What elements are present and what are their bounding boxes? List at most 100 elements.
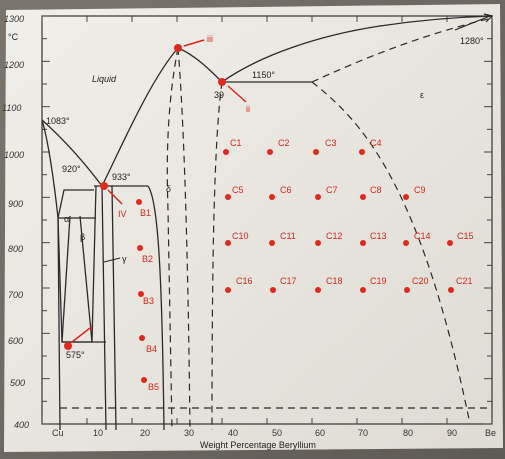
x-tick-cu: Cu <box>52 428 64 438</box>
phase-boundaries <box>41 15 493 431</box>
marked-point-ii <box>218 78 226 86</box>
region-beta: β <box>80 232 85 242</box>
sample-label-c5: C5 <box>232 185 244 195</box>
sample-label-c11: C11 <box>280 231 296 241</box>
gamma-right <box>111 185 117 431</box>
sample-label-c6: C6 <box>280 185 292 195</box>
sample-label-c10: C10 <box>232 231 249 241</box>
y-tick-1100: 1100 <box>2 103 21 113</box>
marked-point-iv <box>100 182 108 190</box>
temp-920: 920° <box>62 164 81 174</box>
region-delta: δ <box>166 184 171 194</box>
sample-label-c13: C13 <box>370 231 387 241</box>
temp-575: 575° <box>66 350 85 360</box>
y-tick-800: 800 <box>8 244 23 254</box>
composition-39: 39 <box>214 90 224 100</box>
sample-label-c21: C21 <box>456 276 473 286</box>
region-gamma: γ <box>122 254 127 264</box>
sample-point-c6 <box>269 194 275 200</box>
x-tick-be: Be <box>485 428 496 438</box>
sample-label-c14: C14 <box>414 231 431 241</box>
x-tick-90: 90 <box>447 428 457 438</box>
sample-point-c12 <box>315 240 321 246</box>
sample-points: B1 B2 B3 B4 B5 C1 C2 C3 C4 C5 C6 C7 C8 C… <box>136 138 474 392</box>
sample-point-b5 <box>141 377 147 383</box>
y-tick-900: 900 <box>8 199 23 209</box>
sample-label-b4: B4 <box>146 344 157 354</box>
sample-label-c12: C12 <box>326 231 343 241</box>
marked-label-i: i <box>90 322 92 332</box>
sample-point-c19 <box>360 287 366 293</box>
x-tick-20: 20 <box>140 428 150 438</box>
alpha-beta-top <box>57 189 94 219</box>
sample-point-c15 <box>447 240 453 246</box>
dashed-boundaries <box>60 17 493 431</box>
x-tick-40: 40 <box>228 428 238 438</box>
delta-dashed-left <box>166 47 179 431</box>
sample-label-c19: C19 <box>370 276 387 286</box>
temp-1083: 1083° <box>46 116 70 126</box>
sample-point-c4 <box>359 149 365 155</box>
marked-point-iii <box>174 44 182 52</box>
sample-point-c7 <box>315 194 321 200</box>
sample-point-b4 <box>139 335 145 341</box>
sample-label-c3: C3 <box>325 138 337 148</box>
sample-point-c1 <box>223 149 229 155</box>
beta-right-edge <box>79 215 93 343</box>
sample-point-b3 <box>138 291 144 297</box>
delta-dashed-right <box>177 47 191 431</box>
arrow-ii <box>227 85 247 103</box>
x-tick-30: 30 <box>184 428 194 438</box>
sample-label-b3: B3 <box>143 296 154 306</box>
epsilon-dashed-right <box>311 81 471 425</box>
marked-label-iv: IV <box>118 209 127 219</box>
gamma-left <box>101 185 107 431</box>
x-tick-80: 80 <box>403 428 413 438</box>
upper-dashed <box>311 17 493 83</box>
delta-left <box>147 185 165 431</box>
sample-point-c11 <box>269 240 275 246</box>
sample-point-b2 <box>137 245 143 251</box>
sample-point-c5 <box>225 194 231 200</box>
paper-sheet <box>4 4 503 452</box>
y-axis: 1300 1200 1100 1000 900 800 700 600 500 … <box>2 14 29 430</box>
y-unit-label: °C <box>8 32 19 42</box>
sample-label-c15: C15 <box>457 231 474 241</box>
sample-point-c16 <box>225 287 231 293</box>
y-tick-1000: 1000 <box>4 150 24 160</box>
y-tick-700: 700 <box>8 290 23 300</box>
sample-label-c1: C1 <box>230 138 242 148</box>
temp-1280: 1280° <box>460 36 484 46</box>
sample-label-c2: C2 <box>278 138 290 148</box>
arrow-1280-head-icon <box>483 13 494 23</box>
y-tick-1300: 1300 <box>4 14 24 24</box>
region-alpha: α <box>64 214 69 224</box>
sample-point-c2 <box>267 149 273 155</box>
sample-label-c20: C20 <box>412 276 429 286</box>
sample-point-c9 <box>403 194 409 200</box>
sample-point-c13 <box>360 240 366 246</box>
sample-label-c18: C18 <box>326 276 343 286</box>
y-tick-1200: 1200 <box>4 60 24 70</box>
sample-point-c21 <box>448 287 454 293</box>
marked-points: iii ii i IV <box>64 34 250 350</box>
sample-label-c8: C8 <box>370 185 382 195</box>
epsilon-dashed-left <box>211 81 223 431</box>
arrow-i <box>71 327 91 343</box>
beta-left-edge <box>61 215 71 343</box>
sample-point-c3 <box>313 149 319 155</box>
sample-label-b2: B2 <box>142 254 153 264</box>
marked-label-ii: ii <box>246 104 250 114</box>
sample-label-c9: C9 <box>414 185 426 195</box>
x-axis-title: Weight Percentage Beryllium <box>200 440 316 450</box>
liquidus-right <box>221 15 493 83</box>
sample-label-b1: B1 <box>140 208 151 218</box>
x-axis: Cu 10 20 30 40 50 60 70 80 90 Be Weight … <box>52 428 496 450</box>
sample-point-c14 <box>403 240 409 246</box>
sample-point-c18 <box>315 287 321 293</box>
sample-label-c7: C7 <box>326 185 338 195</box>
arrow-iii <box>183 39 205 47</box>
sample-label-c17: C17 <box>280 276 297 286</box>
sample-label-c4: C4 <box>370 138 382 148</box>
region-epsilon: ε <box>420 90 424 100</box>
